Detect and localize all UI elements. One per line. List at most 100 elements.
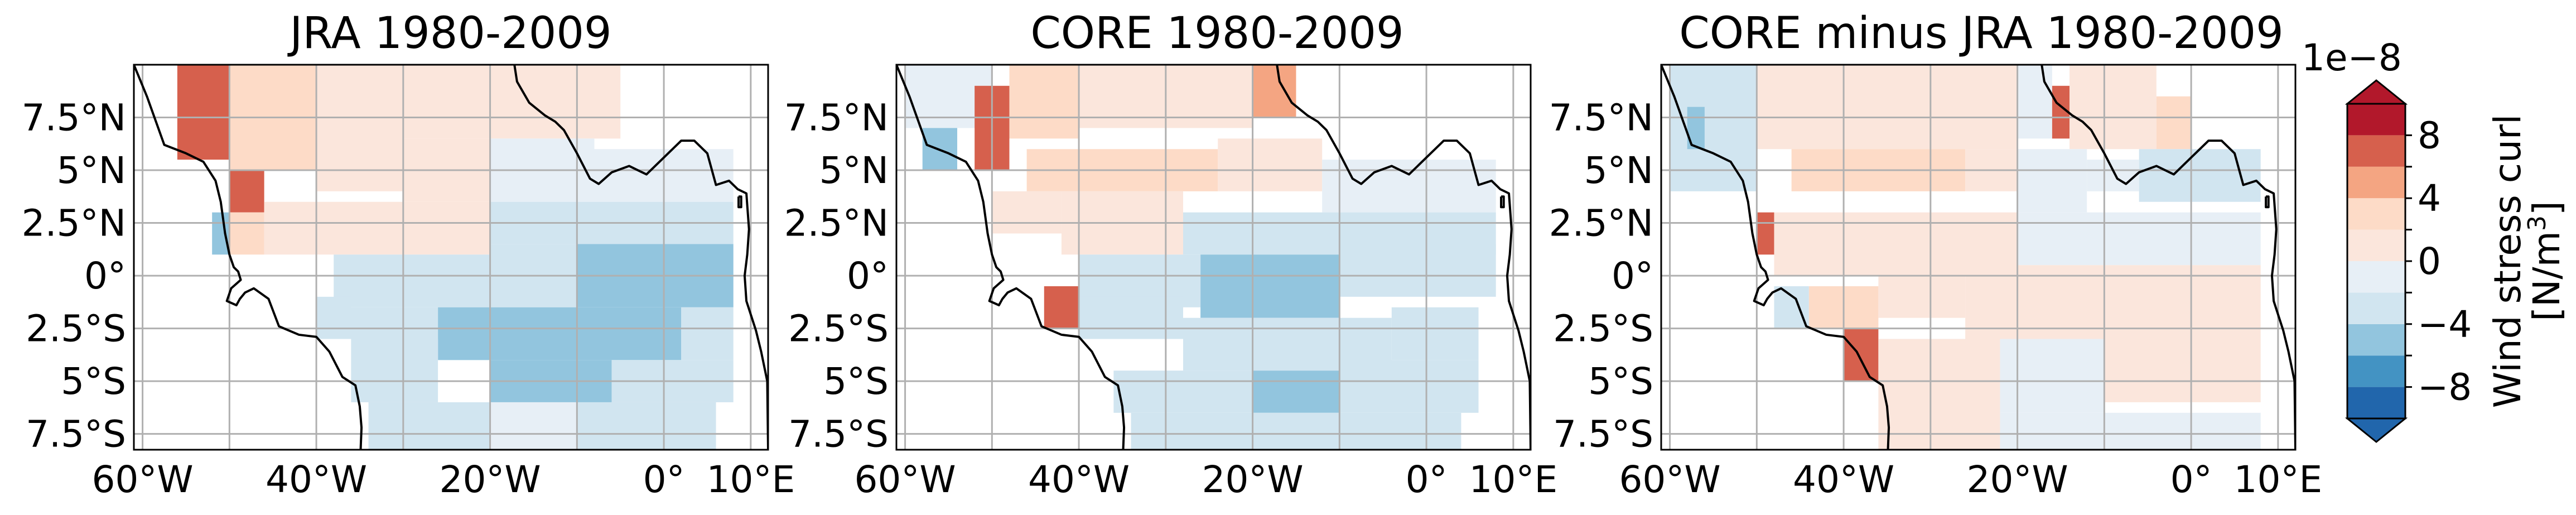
x-tick-label: 60°W (854, 458, 956, 501)
field-cell (577, 402, 716, 450)
colorbar-units-superscript: 3 (2523, 215, 2551, 231)
map-frame (1660, 64, 2297, 451)
x-tick-label: 40°W (1793, 458, 1894, 501)
coastline (2040, 65, 2295, 450)
field-cell (1044, 286, 1079, 329)
field-cell (2017, 65, 2052, 139)
field-cell (1339, 244, 1496, 297)
y-tick-label: 5°S (61, 360, 126, 403)
field-cell (1844, 328, 1879, 382)
y-tick-label: 5°S (823, 360, 889, 403)
y-tick-label: 2.5°N (784, 202, 889, 245)
colorbar-label: Wind stress curl (2486, 114, 2529, 408)
y-tick-label: 7.5°S (788, 413, 889, 456)
field-cell (1113, 370, 1253, 413)
field-cell (2087, 160, 2139, 191)
field-cell (1878, 276, 1966, 318)
colorbar-block (2347, 387, 2405, 418)
y-tick-label: 7.5°N (22, 97, 126, 139)
colorbar: 1e−8 8 4 0 −4 −8 Wind stress curl [N/m3] (2302, 36, 2568, 443)
x-tick-label: 10°E (1469, 458, 1558, 501)
coastlines (1661, 65, 2295, 450)
field-cell (177, 65, 230, 160)
field-cell (1757, 65, 1844, 150)
y-tick-label: 2.5°N (1549, 202, 1653, 245)
colorbar-tick-label: −8 (2418, 366, 2472, 409)
y-tick-label: 2.5°S (26, 307, 126, 350)
field-cell (1391, 307, 1479, 360)
y-tick-label: 2.5°S (788, 307, 889, 350)
y-tick-label: 0° (847, 254, 889, 297)
colorbar-extend-min (2345, 417, 2408, 443)
colorbar-block (2347, 198, 2405, 230)
field-cell (490, 402, 577, 450)
field-cell (681, 307, 734, 360)
colorbar-block (2347, 292, 2405, 324)
coastlines (896, 65, 1531, 450)
coastline (2265, 195, 2270, 209)
y-tick-label: 5°N (819, 149, 889, 192)
colorbar-scale-label: 1e−8 (2302, 36, 2402, 79)
panel-title: CORE minus JRA 1980-2009 (1679, 8, 2283, 59)
coastline (1661, 65, 1890, 450)
y-tick-label: 5°S (1588, 360, 1653, 403)
x-tick-label: 60°W (1619, 458, 1720, 501)
colorbar-tick-label: 4 (2418, 177, 2441, 220)
map-difference: 60°W 40°W 20°W 0° 10°E 7.5°N 5°N 2.5°N 0° 2.5°S 5°… (1549, 64, 2322, 501)
field-cell (229, 212, 264, 255)
x-tick-label: 0° (2170, 458, 2212, 501)
field-cells (1661, 65, 2295, 450)
coastline (896, 65, 1126, 450)
field-cell (229, 170, 264, 213)
map-jra: 60°W 40°W 20°W 0° 10°E 7.5°N 5°N 2.5°N 0° 2.5°S 5°… (22, 64, 795, 501)
coastlines (134, 65, 768, 450)
field-cell (2139, 149, 2261, 202)
coastline (513, 65, 768, 450)
field-cell (2000, 412, 2261, 450)
y-tick-label: 7.5°N (1549, 97, 1653, 139)
colorbar-block (2347, 324, 2405, 356)
x-tick-label: 0° (643, 458, 685, 501)
field-cell (992, 191, 1062, 234)
field-cell (2000, 339, 2105, 413)
colorbar-tick-label: 0 (2418, 240, 2441, 283)
field-cell (2017, 149, 2087, 213)
field-cell (351, 339, 438, 402)
gridlines (1661, 65, 2295, 450)
field-cell (1757, 212, 1774, 255)
y-tick-label: 7.5°S (26, 413, 126, 456)
field-cell (438, 307, 682, 360)
panel-title: CORE 1980-2009 (1030, 8, 1403, 59)
colorbar-label-name: Wind stress curl (2486, 114, 2529, 408)
y-tick-label: 0° (1612, 254, 1653, 297)
x-tick-label: 60°W (91, 458, 193, 501)
field-cell (1339, 360, 1479, 413)
y-tick-label: 2.5°S (1553, 307, 1653, 350)
field-cell (264, 201, 490, 255)
field-cell (2017, 212, 2261, 266)
x-tick-label: 40°W (266, 458, 367, 501)
field-cells (896, 65, 1531, 450)
field-cell (1774, 286, 1809, 329)
colorbar-block (2347, 135, 2405, 167)
colorbar-blocks (2345, 79, 2408, 443)
field-cell (1200, 254, 1340, 318)
panel-jra: JRA 1980-2009 60°W 40°W 20°W 0° 10°E 7.5°N 5°N… (22, 8, 795, 501)
x-tick-label: 20°W (1966, 458, 2068, 501)
x-tick-label: 20°W (1202, 458, 1303, 501)
field-cell (2104, 339, 2261, 402)
x-tick-label: 10°E (707, 458, 795, 501)
x-tick-label: 40°W (1028, 458, 1130, 501)
colorbar-block (2347, 104, 2405, 136)
field-cell (1183, 212, 1357, 255)
gridlines (896, 65, 1531, 450)
field-cell (403, 65, 621, 139)
field-cell (1965, 265, 2261, 339)
y-tick-label: 0° (84, 254, 126, 297)
coastline (1276, 65, 1531, 450)
field-cell (1878, 339, 2000, 450)
colorbar-tick-label: −4 (2418, 303, 2472, 346)
panel-difference: CORE minus JRA 1980-2009 60°W 40°W 20°W 0° 1… (1549, 8, 2323, 501)
field-cell (1670, 65, 1757, 191)
